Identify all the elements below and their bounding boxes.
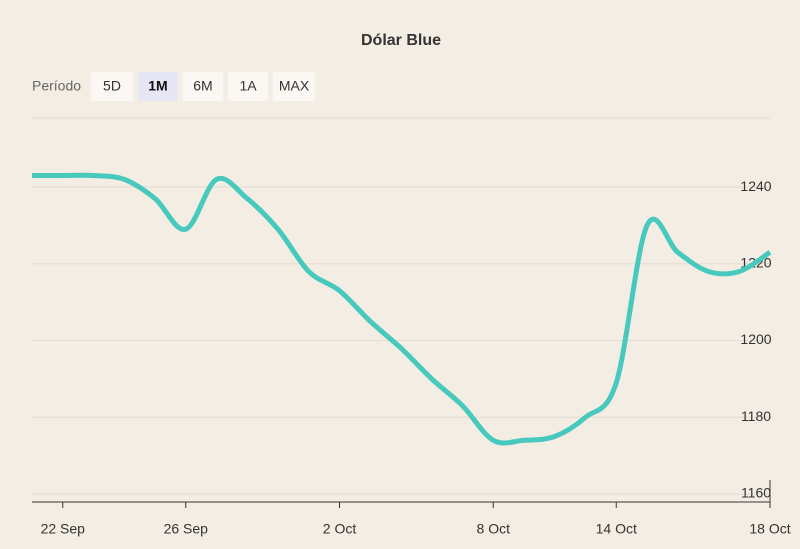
button-background	[183, 72, 223, 101]
x-tick-label: 8 Oct	[477, 521, 511, 537]
y-tick-label: 1200	[740, 331, 771, 347]
period-button[interactable]: 1A	[228, 72, 268, 101]
button-label: 1A	[239, 78, 257, 94]
line	[32, 172, 772, 446]
period-label: Período	[32, 78, 81, 94]
period-button[interactable]: 5D	[91, 72, 133, 101]
x-tick-label: 22 Sep	[41, 521, 86, 537]
y-tick-label: 1180	[741, 408, 771, 424]
y-tick-label: 1240	[740, 178, 771, 194]
x-tick-label: 26 Sep	[164, 521, 209, 537]
y-tick-label: 1160	[741, 485, 771, 501]
x-tick-label: 14 Oct	[596, 521, 637, 537]
x-tick-label: 2 Oct	[323, 521, 357, 537]
button-label: MAX	[279, 78, 310, 94]
period-button[interactable]: MAX	[273, 72, 315, 101]
button-label: 6M	[193, 78, 212, 94]
period-button[interactable]: 6M	[183, 72, 223, 101]
button-label: 1M	[148, 78, 167, 94]
button-background	[138, 72, 178, 101]
chart-title: Dólar Blue	[361, 32, 441, 49]
button-background	[228, 72, 268, 101]
button-background	[91, 72, 133, 101]
period-button[interactable]: 1M	[138, 72, 178, 101]
button-background	[273, 72, 315, 101]
button-label: 5D	[103, 78, 121, 94]
x-tick-label: 18 Oct	[749, 521, 790, 537]
